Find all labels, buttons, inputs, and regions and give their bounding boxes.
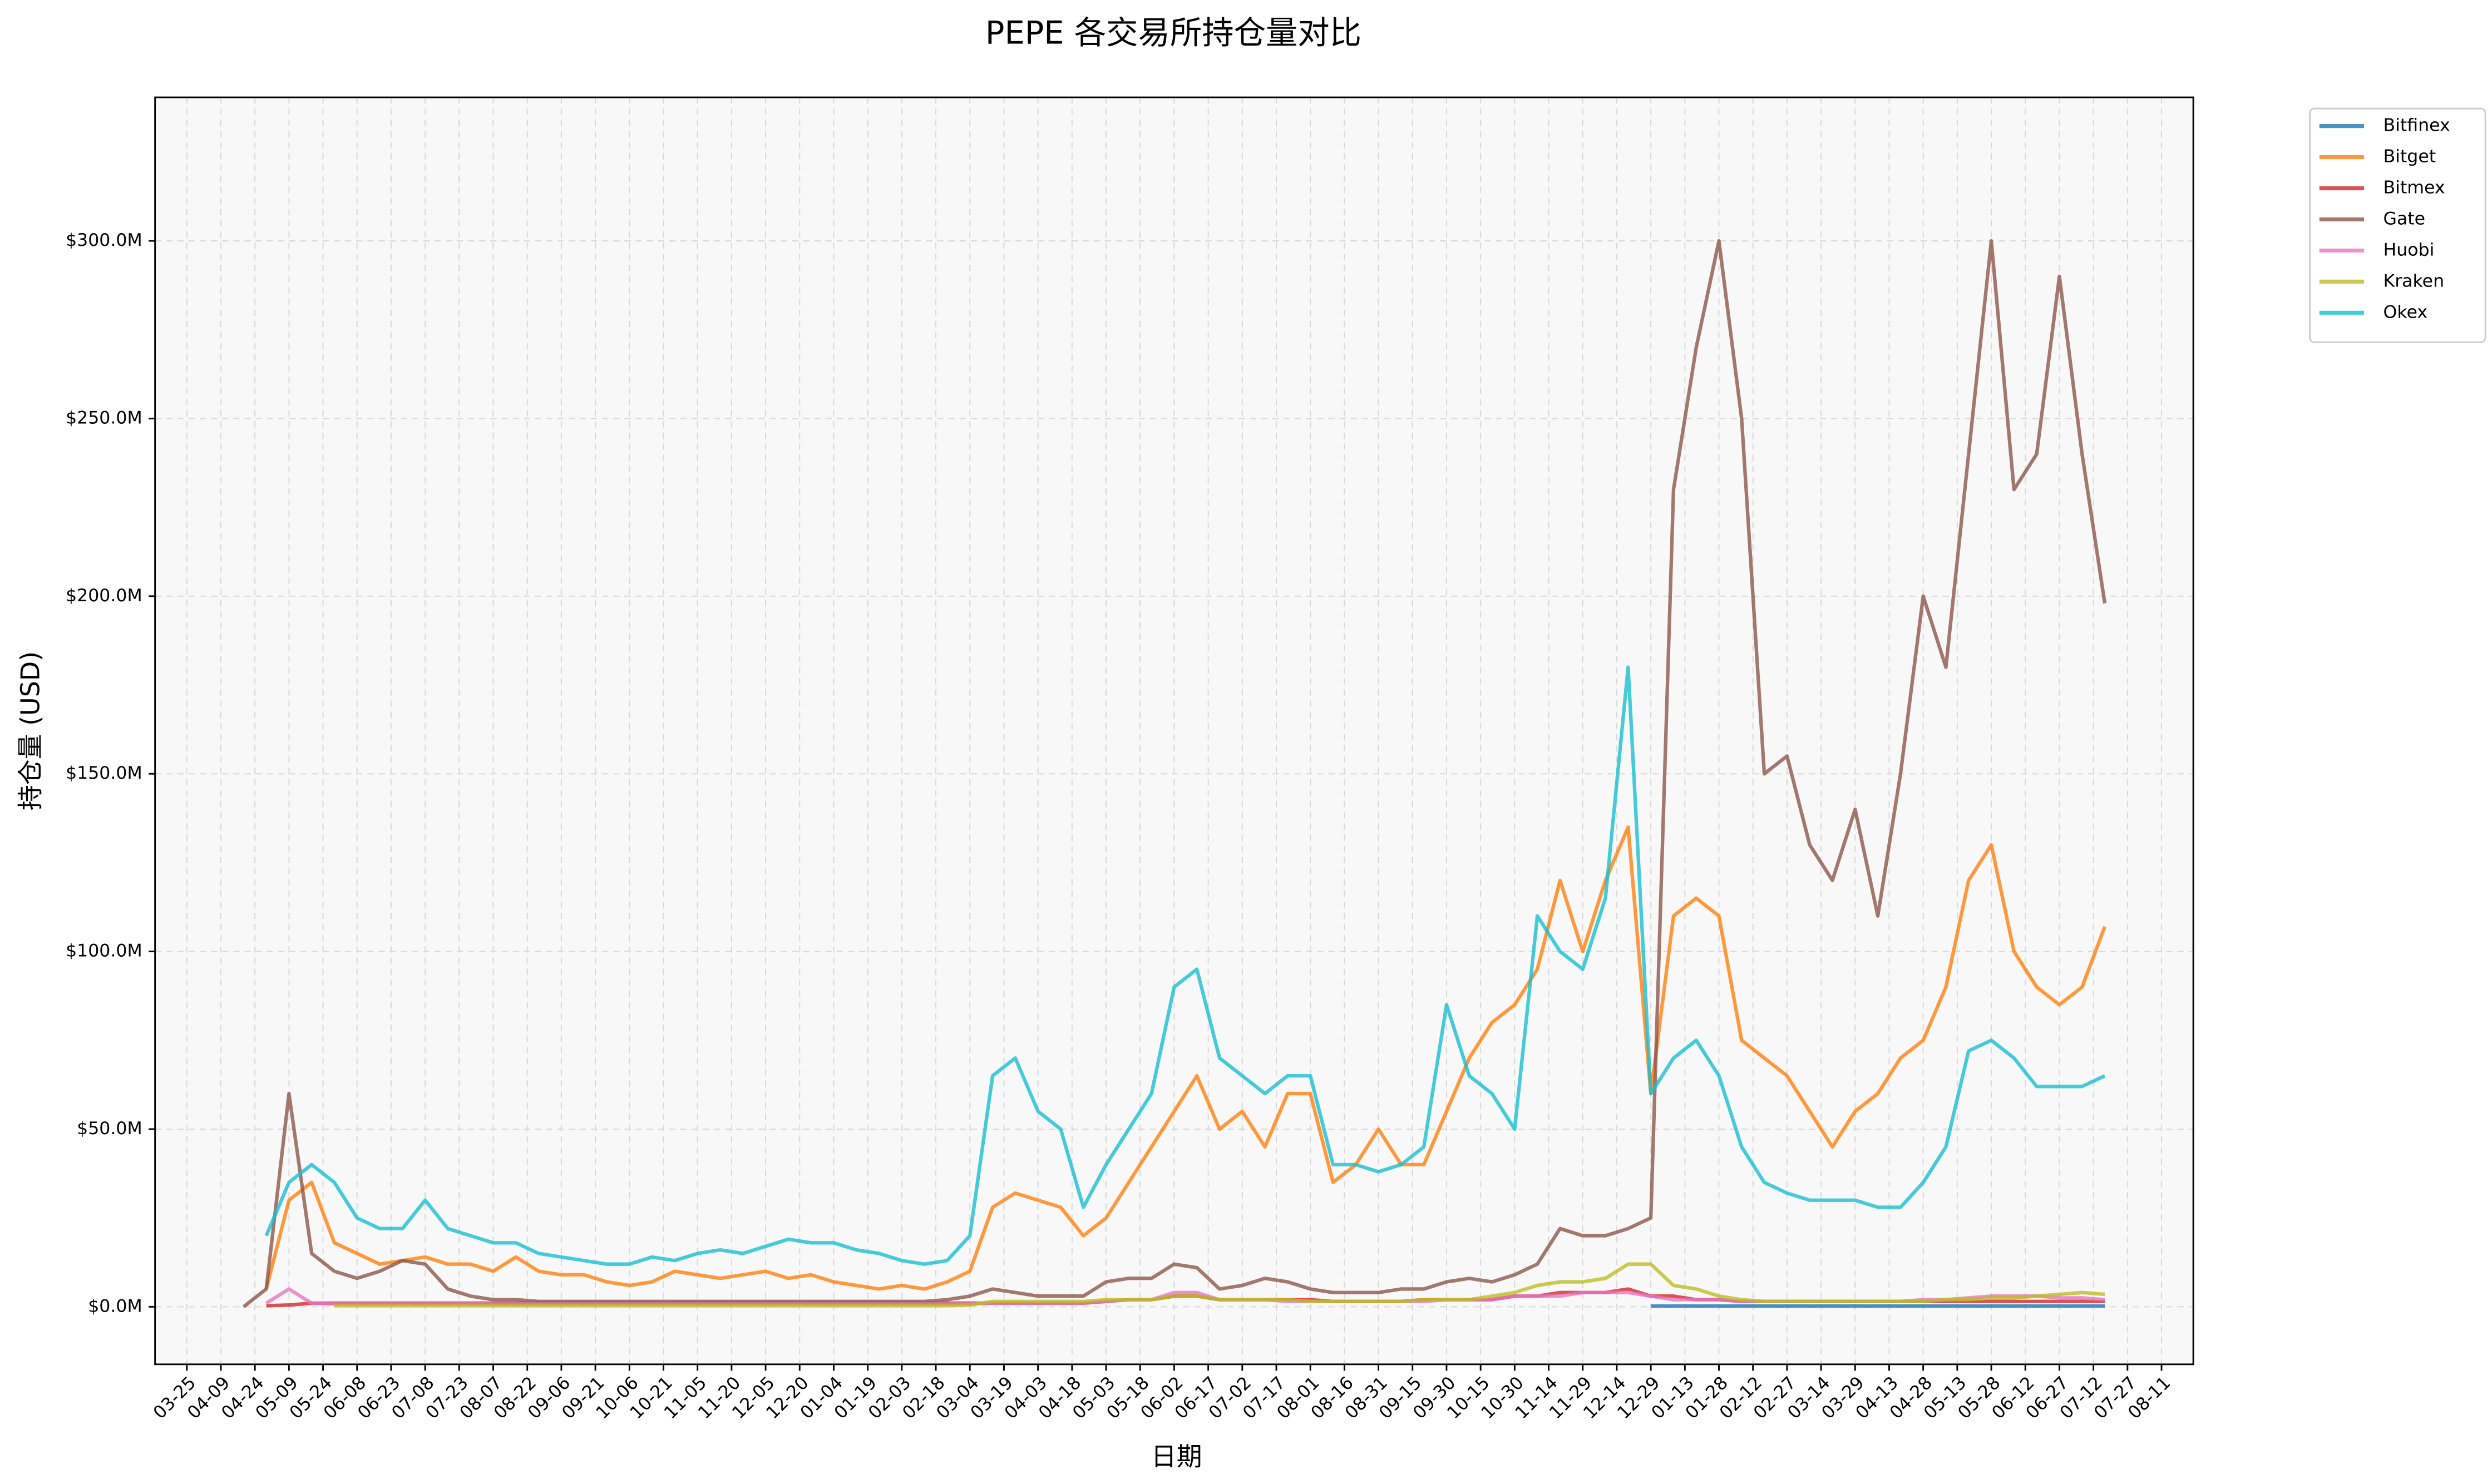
legend-box	[2309, 107, 2486, 343]
y-tick-label: $250.0M	[66, 408, 142, 428]
y-axis-label: 持仓量 (USD)	[15, 651, 45, 810]
grid	[155, 97, 2194, 1364]
legend-label: Bitget	[2384, 147, 2436, 167]
legend: Bitfinex Bitget Bitmex Gate Huobi Kraken Okex	[2309, 107, 2486, 343]
series-line	[264, 665, 2106, 1266]
x-axis-label: 日期	[1151, 1442, 1202, 1472]
series-line	[242, 239, 2107, 1308]
y-tick-label: $50.0M	[77, 1119, 142, 1139]
legend-label: Bitfinex	[2384, 116, 2450, 136]
lines	[242, 239, 2107, 1308]
series-line	[264, 825, 2106, 1291]
legend-label: Huobi	[2384, 240, 2435, 260]
y-tick-label: $0.0M	[88, 1296, 142, 1316]
legend-label: Bitmex	[2384, 178, 2445, 198]
y-tick-label: $150.0M	[66, 763, 142, 783]
legend-label: Kraken	[2384, 271, 2445, 291]
chart-title: PEPE 各交易所持仓量对比	[985, 14, 1361, 52]
y-tick-label: $200.0M	[66, 586, 142, 606]
legend-label: Gate	[2384, 209, 2426, 229]
y-tick-label: $300.0M	[66, 230, 142, 250]
y-tick-label: $100.0M	[66, 941, 142, 961]
legend-label: Okex	[2384, 302, 2428, 322]
series-line	[334, 1262, 2105, 1308]
